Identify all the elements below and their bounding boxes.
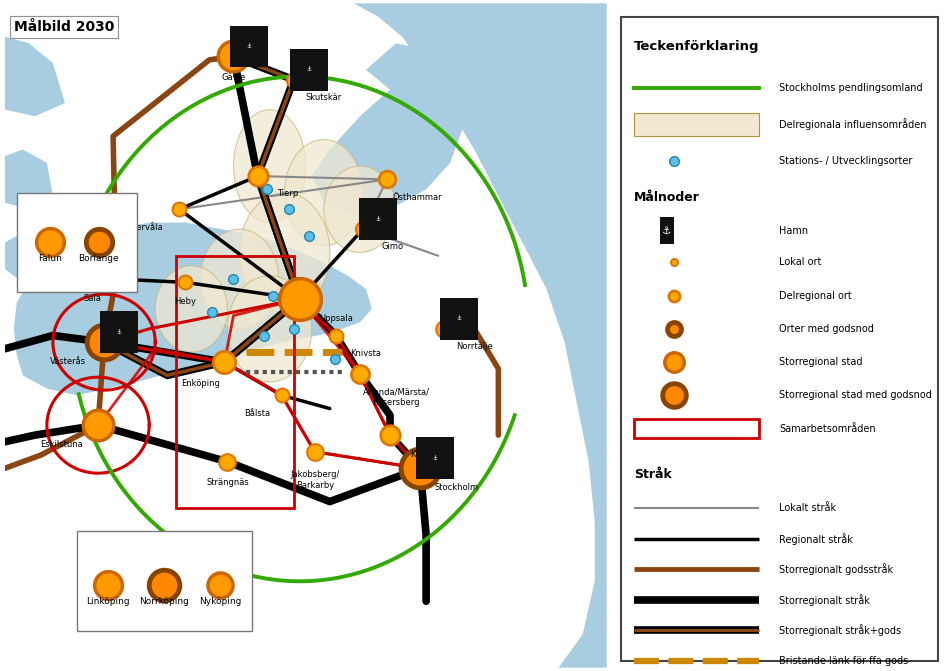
Text: Stockholms pendlingsomland: Stockholms pendlingsomland bbox=[779, 83, 923, 93]
Text: Storregionalt stråk+gods: Storregionalt stråk+gods bbox=[779, 625, 902, 636]
Text: Lokal ort: Lokal ort bbox=[779, 258, 822, 268]
Bar bbox=[634, 419, 759, 438]
Text: Lokalt stråk: Lokalt stråk bbox=[779, 503, 836, 513]
Text: Östhammar: Östhammar bbox=[392, 193, 442, 202]
Bar bbox=[17, 193, 137, 293]
Text: Bristande länk för ffa gods: Bristande länk för ffa gods bbox=[779, 656, 908, 666]
Text: Storregional stad: Storregional stad bbox=[779, 357, 863, 367]
Bar bbox=[290, 49, 328, 91]
Text: Uppsala: Uppsala bbox=[319, 313, 353, 323]
Text: Stockholm: Stockholm bbox=[434, 483, 479, 492]
Polygon shape bbox=[14, 223, 372, 395]
Text: Knivsta: Knivsta bbox=[351, 349, 381, 358]
Ellipse shape bbox=[200, 229, 279, 329]
Text: Falun: Falun bbox=[39, 254, 63, 264]
Text: ⚓: ⚓ bbox=[432, 456, 438, 461]
Text: Eskilstuna: Eskilstuna bbox=[41, 440, 83, 449]
Text: Målbild 2030: Målbild 2030 bbox=[14, 20, 114, 34]
Text: Tierp: Tierp bbox=[277, 189, 299, 199]
Text: Storregional stad med godsnod: Storregional stad med godsnod bbox=[779, 391, 932, 401]
Text: Teckenförklaring: Teckenförklaring bbox=[634, 40, 759, 53]
Text: Nyköping: Nyköping bbox=[199, 597, 242, 606]
Text: ⚓: ⚓ bbox=[457, 317, 462, 321]
Text: Hamn: Hamn bbox=[779, 225, 809, 236]
Bar bbox=[176, 256, 294, 508]
Text: Bålsta: Bålsta bbox=[245, 409, 270, 417]
Polygon shape bbox=[5, 236, 41, 282]
Bar bbox=[229, 25, 267, 68]
Ellipse shape bbox=[324, 166, 396, 252]
Text: Kista: Kista bbox=[410, 450, 430, 459]
Text: Östervåla: Östervåla bbox=[123, 223, 163, 231]
Text: Orter med godsnod: Orter med godsnod bbox=[779, 324, 874, 334]
Text: Regionalt stråk: Regionalt stråk bbox=[779, 533, 853, 545]
Text: Västerås: Västerås bbox=[50, 357, 86, 366]
Ellipse shape bbox=[155, 266, 228, 352]
Bar bbox=[77, 531, 251, 631]
Text: Heby: Heby bbox=[174, 297, 196, 306]
Text: Jakobsberg/
Barkarby: Jakobsberg/ Barkarby bbox=[290, 470, 339, 490]
Polygon shape bbox=[312, 76, 463, 216]
Text: Linköping: Linköping bbox=[86, 597, 130, 606]
Text: Samarbetsområden: Samarbetsområden bbox=[779, 423, 876, 433]
Text: ⚓: ⚓ bbox=[117, 329, 121, 335]
Text: Delregional ort: Delregional ort bbox=[779, 291, 852, 301]
Text: Målnoder: Målnoder bbox=[634, 191, 700, 204]
Bar bbox=[100, 311, 138, 353]
Polygon shape bbox=[5, 150, 53, 209]
Text: Strängnäs: Strängnäs bbox=[206, 478, 248, 487]
Bar bbox=[416, 437, 454, 479]
Bar bbox=[661, 217, 674, 244]
Text: Stråk: Stråk bbox=[634, 468, 672, 481]
Text: Norrköping: Norrköping bbox=[139, 597, 190, 606]
Text: ⚓: ⚓ bbox=[306, 67, 311, 72]
Polygon shape bbox=[5, 37, 64, 116]
Text: Stations- / Utvecklingsorter: Stations- / Utvecklingsorter bbox=[779, 156, 913, 166]
Text: ⚓: ⚓ bbox=[375, 217, 380, 221]
Text: Storregionalt stråk: Storregionalt stråk bbox=[779, 594, 870, 606]
Text: Gimo: Gimo bbox=[382, 242, 404, 252]
Text: Storregionalt godsstråk: Storregionalt godsstråk bbox=[779, 564, 893, 575]
Polygon shape bbox=[366, 43, 456, 109]
Ellipse shape bbox=[233, 109, 305, 223]
Text: Skutskär: Skutskär bbox=[305, 93, 342, 102]
Ellipse shape bbox=[284, 140, 363, 246]
Bar bbox=[359, 199, 397, 240]
Ellipse shape bbox=[228, 276, 312, 382]
Text: Delregionala influensområden: Delregionala influensområden bbox=[779, 118, 927, 130]
Ellipse shape bbox=[240, 193, 330, 312]
Text: Sala: Sala bbox=[83, 294, 101, 303]
Text: Gävle: Gävle bbox=[222, 73, 246, 82]
Text: Borlänge: Borlänge bbox=[79, 254, 118, 264]
Text: ⚓: ⚓ bbox=[246, 44, 251, 49]
Polygon shape bbox=[354, 3, 607, 668]
Text: Arlanda/Märsta/
Rosersberg: Arlanda/Märsta/ Rosersberg bbox=[362, 387, 429, 407]
Text: ⚓: ⚓ bbox=[663, 225, 672, 236]
Text: Enköping: Enköping bbox=[181, 378, 220, 388]
Bar bbox=[634, 113, 759, 136]
Text: Norrtälje: Norrtälje bbox=[456, 342, 493, 351]
Bar bbox=[440, 298, 478, 340]
